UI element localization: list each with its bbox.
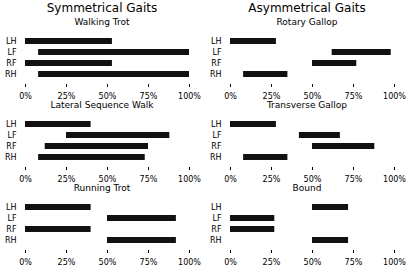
- svg-text:LH: LH: [6, 120, 16, 129]
- svg-text:RH: RH: [210, 153, 222, 162]
- svg-text:25%: 25%: [58, 175, 76, 183]
- svg-text:50%: 50%: [99, 175, 117, 183]
- svg-text:0%: 0%: [19, 175, 32, 183]
- svg-text:0%: 0%: [224, 175, 237, 183]
- svg-text:100%: 100%: [178, 258, 201, 266]
- svg-text:RF: RF: [211, 142, 222, 151]
- svg-text:100%: 100%: [383, 258, 406, 266]
- html-text:Symmetrical Gaits: Symmetrical Gaits: [46, 1, 158, 15]
- svg-text:LF: LF: [212, 48, 221, 57]
- svg-text:LH: LH: [211, 203, 221, 212]
- html-text:Asymmetrical Gaits: Asymmetrical Gaits: [248, 1, 366, 15]
- svg-text:50%: 50%: [99, 92, 117, 100]
- svg-text:LH: LH: [211, 37, 221, 46]
- svg-text:50%: 50%: [304, 258, 322, 266]
- svg-text:25%: 25%: [58, 92, 76, 100]
- svg-text:75%: 75%: [140, 175, 158, 183]
- svg-text:RH: RH: [5, 70, 17, 79]
- svg-text:100%: 100%: [383, 175, 406, 183]
- svg-text:50%: 50%: [304, 92, 322, 100]
- svg-text:LF: LF: [7, 131, 16, 140]
- svg-text:RH: RH: [210, 236, 222, 245]
- html-text:Bound: Bound: [292, 183, 322, 193]
- svg-text:0%: 0%: [224, 92, 237, 100]
- svg-text:25%: 25%: [263, 92, 281, 100]
- svg-text:RH: RH: [5, 153, 17, 162]
- svg-text:75%: 75%: [140, 258, 158, 266]
- svg-text:RH: RH: [210, 70, 222, 79]
- svg-text:LH: LH: [6, 37, 16, 46]
- svg-text:0%: 0%: [19, 258, 32, 266]
- svg-text:LH: LH: [211, 120, 221, 129]
- svg-text:LF: LF: [7, 214, 16, 223]
- svg-text:LF: LF: [7, 48, 16, 57]
- svg-text:100%: 100%: [178, 175, 201, 183]
- svg-text:RF: RF: [6, 59, 17, 68]
- svg-text:25%: 25%: [263, 258, 281, 266]
- svg-text:LF: LF: [212, 214, 221, 223]
- svg-text:75%: 75%: [345, 258, 363, 266]
- svg-text:75%: 75%: [140, 92, 158, 100]
- svg-text:100%: 100%: [178, 92, 201, 100]
- svg-text:LF: LF: [212, 131, 221, 140]
- html-text:Lateral Sequence Walk: Lateral Sequence Walk: [50, 100, 154, 110]
- svg-text:LH: LH: [6, 203, 16, 212]
- svg-text:100%: 100%: [383, 92, 406, 100]
- svg-text:0%: 0%: [224, 258, 237, 266]
- svg-text:75%: 75%: [345, 175, 363, 183]
- svg-text:50%: 50%: [304, 175, 322, 183]
- html-text:Walking Trot: Walking Trot: [74, 17, 130, 27]
- svg-text:RF: RF: [6, 142, 17, 151]
- html-text:Rotary Gallop: Rotary Gallop: [276, 17, 338, 27]
- svg-text:75%: 75%: [345, 92, 363, 100]
- svg-text:25%: 25%: [263, 175, 281, 183]
- svg-text:RF: RF: [211, 59, 222, 68]
- svg-text:25%: 25%: [58, 258, 76, 266]
- svg-text:50%: 50%: [99, 258, 117, 266]
- svg-text:RH: RH: [5, 236, 17, 245]
- svg-text:0%: 0%: [19, 92, 32, 100]
- svg-text:RF: RF: [211, 225, 222, 234]
- html-text:Transverse Gallop: Transverse Gallop: [266, 100, 348, 110]
- html-text:Running Trot: Running Trot: [73, 183, 131, 193]
- svg-text:RF: RF: [6, 225, 17, 234]
